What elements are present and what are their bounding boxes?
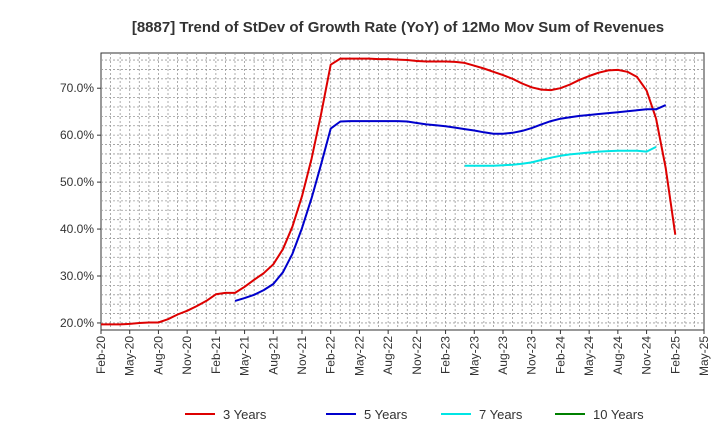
y-tick-label: 40.0% [60, 222, 94, 236]
x-tick-label: Nov-23 [525, 336, 539, 375]
x-tick-label: Feb-25 [668, 336, 682, 374]
legend-label: 5 Years [364, 407, 408, 422]
x-tick-label: Nov-24 [640, 336, 654, 375]
x-tick-label: Feb-22 [324, 336, 338, 374]
x-tick-label: Feb-23 [439, 336, 453, 374]
chart-title: [8887] Trend of StDev of Growth Rate (Yo… [132, 19, 664, 36]
x-tick-label: May-25 [697, 336, 711, 376]
x-tick-label: Aug-21 [266, 336, 280, 375]
x-tick-label: May-24 [582, 336, 596, 376]
x-tick-label: Aug-20 [151, 336, 165, 375]
x-tick-label: Aug-23 [496, 336, 510, 375]
x-tick-label: May-21 [238, 336, 252, 376]
series-line-7-years [464, 146, 657, 167]
x-tick-label: Nov-20 [180, 336, 194, 375]
y-axis-ticks: 20.0% 30.0% 40.0% 50.0% 60.0% 70.0% [60, 81, 101, 330]
series-lines [101, 57, 677, 326]
y-tick-label: 50.0% [60, 175, 94, 189]
x-tick-label: Nov-22 [410, 336, 424, 375]
legend-label: 7 Years [479, 407, 523, 422]
legend-label: 10 Years [593, 407, 644, 422]
legend-label: 3 Years [223, 407, 267, 422]
x-tick-label: May-23 [467, 336, 481, 376]
x-axis-ticks: Feb-20 May-20 Aug-20 Nov-20 Feb-21 May-21 Aug-… [94, 330, 711, 376]
x-tick-label: Nov-21 [295, 336, 309, 375]
y-tick-label: 30.0% [60, 269, 94, 283]
legend: 3 Years 5 Years 7 Years 10 Years [185, 407, 644, 422]
x-tick-label: May-22 [352, 336, 366, 376]
x-tick-label: May-20 [123, 336, 137, 376]
x-tick-label: Feb-24 [553, 336, 567, 374]
x-tick-label: Aug-22 [381, 336, 395, 375]
y-tick-label: 60.0% [60, 128, 94, 142]
x-tick-label: Feb-21 [209, 336, 223, 374]
series-line-5-years [234, 104, 667, 302]
y-tick-label: 20.0% [60, 316, 94, 330]
x-tick-label: Feb-20 [94, 336, 108, 374]
y-tick-label: 70.0% [60, 81, 94, 95]
grid-lines [101, 53, 704, 330]
series-line-3-years [101, 57, 677, 326]
x-tick-label: Aug-24 [611, 336, 625, 375]
